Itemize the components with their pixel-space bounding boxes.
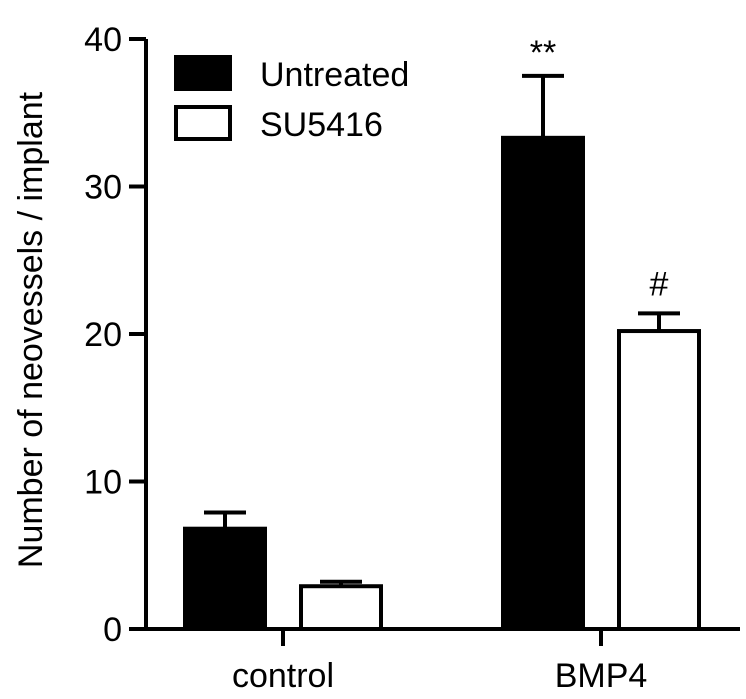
x-tick-label: BMP4 bbox=[555, 657, 648, 695]
y-axis: 0 10 20 30 40 bbox=[84, 21, 148, 649]
significance-marker: ** bbox=[530, 34, 556, 72]
bar bbox=[501, 135, 585, 631]
y-tick-label: 10 bbox=[84, 464, 122, 502]
y-tick-label: 0 bbox=[103, 611, 122, 649]
y-tick-label: 30 bbox=[84, 169, 122, 207]
legend-swatch bbox=[174, 105, 232, 141]
legend: Untreated SU5416 bbox=[174, 55, 409, 144]
bars: ** # bbox=[183, 34, 701, 632]
bar bbox=[183, 526, 267, 632]
significance-marker: # bbox=[650, 265, 669, 303]
x-tick-label: control bbox=[232, 657, 334, 695]
legend-label: Untreated bbox=[260, 56, 409, 94]
bar bbox=[299, 584, 383, 631]
legend-swatch bbox=[174, 55, 232, 91]
legend-label: SU5416 bbox=[260, 106, 383, 144]
y-axis-title: Number of neovessels / implant bbox=[12, 91, 50, 568]
y-tick-label: 20 bbox=[84, 316, 122, 354]
x-axis: control BMP4 bbox=[144, 627, 740, 695]
bar bbox=[617, 329, 701, 631]
y-tick-label: 40 bbox=[84, 21, 122, 59]
